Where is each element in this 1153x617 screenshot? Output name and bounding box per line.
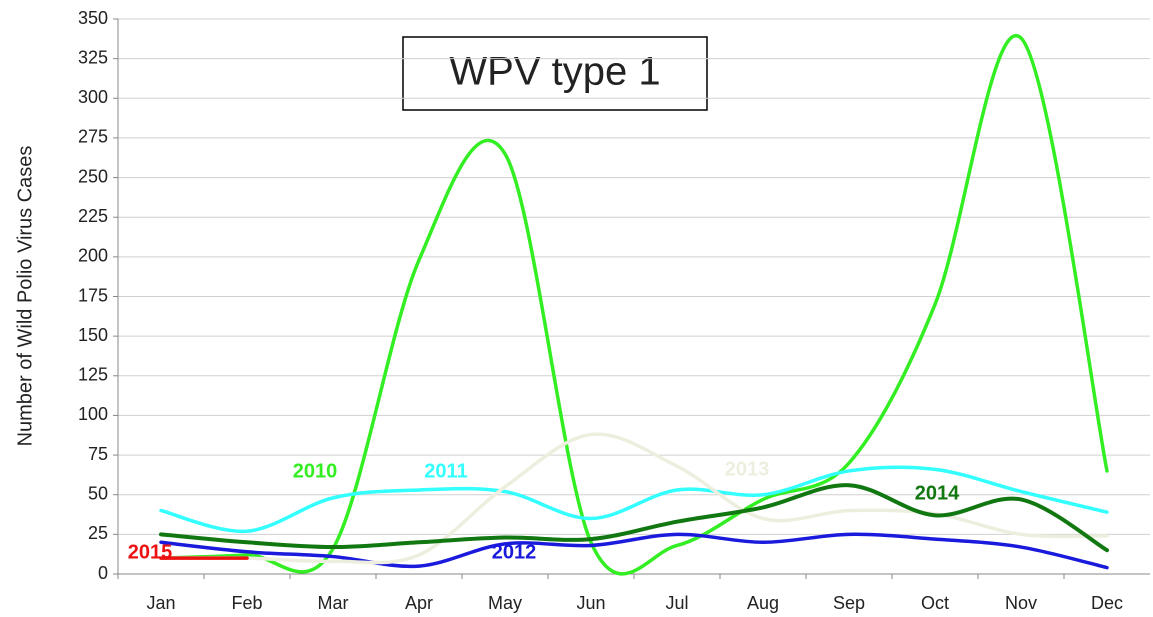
y-tick-label: 325 [78,47,108,67]
x-tick-label: Feb [231,593,262,613]
x-tick-label: Jun [576,593,605,613]
x-tick-label: Aug [747,593,779,613]
y-axis-label: Number of Wild Polio Virus Cases [14,146,36,447]
x-tick-label: Jul [665,593,688,613]
x-tick-label: Jan [146,593,175,613]
series-label: 2015 [128,541,173,563]
y-tick-label: 225 [78,206,108,226]
x-tick-label: Dec [1091,593,1123,613]
y-tick-label: 100 [78,404,108,424]
y-tick-label: 175 [78,285,108,305]
y-tick-label: 0 [98,563,108,583]
series-line [159,465,1109,533]
series-label: 2010 [293,460,338,482]
y-tick-label: 50 [88,483,108,503]
series-label: 2011 [424,460,467,482]
series-line [159,483,1109,553]
y-tick-label: 125 [78,365,108,385]
series-label: 2014 [915,482,960,504]
x-tick-label: Sep [833,593,865,613]
x-tick-label: Mar [318,593,349,613]
y-tick-label: 25 [88,523,108,543]
series-line [159,33,1109,576]
y-tick-label: 200 [78,246,108,266]
series-line [159,432,1109,565]
series-line [159,532,1109,570]
series-label: 2012 [492,541,537,563]
x-tick-label: May [488,593,522,613]
x-tick-label: Oct [921,593,949,613]
series-label: 2013 [725,458,770,480]
y-tick-label: 350 [78,8,108,28]
x-tick-label: Nov [1005,593,1037,613]
y-tick-label: 275 [78,127,108,147]
chart-title: WPV type 1 [449,50,660,94]
y-tick-label: 250 [78,166,108,186]
y-tick-label: 300 [78,87,108,107]
y-tick-label: 150 [78,325,108,345]
x-tick-label: Apr [405,593,433,613]
y-tick-label: 75 [88,444,108,464]
